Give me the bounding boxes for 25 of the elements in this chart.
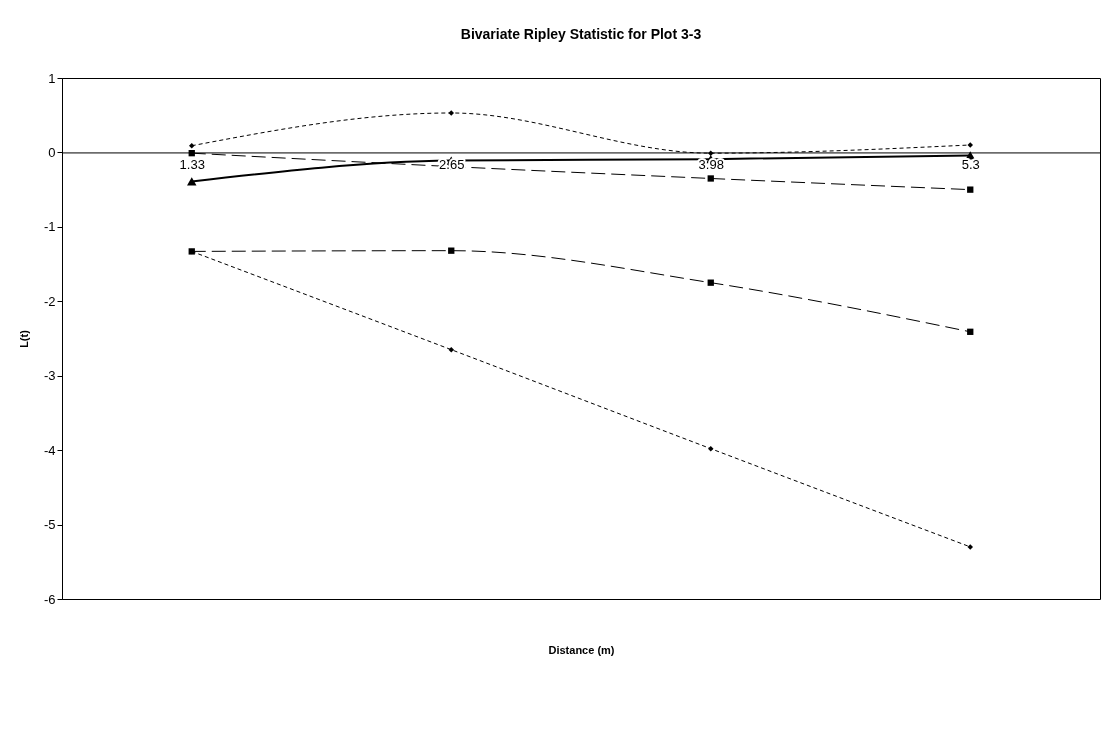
chart-title: Bivariate Ripley Statistic for Plot 3-3 [460,26,702,42]
point [707,279,714,286]
y-tick-label: -1 [43,219,56,235]
point [189,142,195,149]
point [448,247,455,254]
x-tick-label: 3.98 [698,156,724,172]
point [967,544,973,550]
point [707,175,714,182]
y-tick-label: -3 [43,368,56,384]
point [448,110,454,116]
x-axis-title: Distance (m) [548,643,615,656]
y-tick-label: -4 [43,442,56,458]
x-tick-label: 1.33 [179,156,205,172]
y-tick-label: -6 [43,591,56,607]
y-tick-label: -2 [43,293,56,309]
point [967,186,974,193]
point [708,445,714,452]
point [448,346,454,353]
y-tick-label: 0 [48,144,56,160]
y-tick-label: -5 [43,517,56,533]
point [967,328,974,335]
x-tick-label: 5.3 [961,156,980,172]
y-tick-label: 1 [48,70,56,86]
y-axis-title: L(t) [17,329,30,348]
point [187,177,197,186]
